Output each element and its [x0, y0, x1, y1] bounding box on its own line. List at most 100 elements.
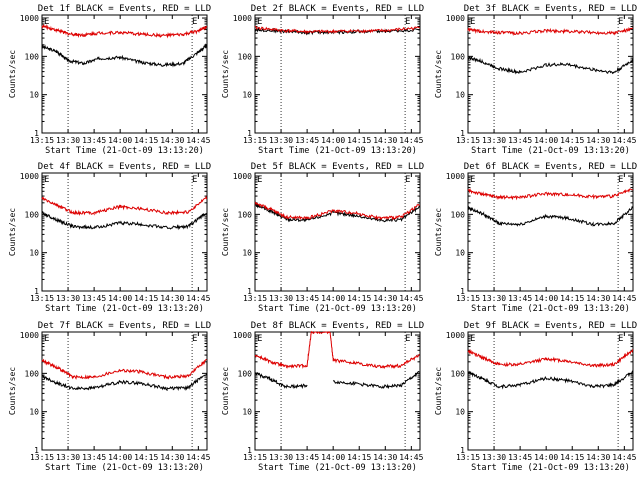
x-tick-label: 14:00	[321, 453, 345, 462]
series-lld-line	[41, 358, 207, 380]
x-tick-label: 14:30	[373, 294, 397, 303]
y-tick-label: 1000	[233, 172, 252, 181]
x-tick-label: 14:30	[586, 294, 610, 303]
y-tick-label: 1	[460, 129, 465, 138]
x-tick-label: 13:30	[482, 453, 506, 462]
y-tick-label: 1000	[446, 331, 465, 340]
plot-frame	[41, 172, 208, 292]
series-events-line	[467, 55, 634, 75]
y-tick-label: 1000	[233, 331, 252, 340]
event-marker-label: E	[405, 17, 410, 27]
y-axis-label: Counts/sec	[8, 50, 17, 98]
chart-title: Det 9f BLACK = Events, RED = LLD	[464, 321, 637, 331]
y-tick-label: 100	[451, 369, 466, 378]
x-tick-label: 14:30	[586, 136, 610, 145]
plot-frame	[467, 172, 634, 292]
plot-frame	[467, 14, 634, 134]
x-tick-label: 13:45	[508, 294, 532, 303]
x-tick-label: 14:45	[186, 453, 210, 462]
x-axis-label: Start Time (21-Oct-09 13:13:20)	[45, 463, 204, 473]
x-axis-label: Start Time (21-Oct-09 13:13:20)	[471, 146, 630, 156]
series-lld-line	[467, 187, 633, 201]
x-tick-label: 13:45	[295, 453, 319, 462]
event-marker-label: E	[405, 175, 410, 185]
plot-frame	[254, 14, 421, 134]
x-tick-label: 13:45	[295, 294, 319, 303]
x-tick-label: 13:15	[456, 294, 480, 303]
x-tick-label: 14:15	[560, 136, 584, 145]
x-tick-label: 14:15	[560, 294, 584, 303]
y-tick-label: 1	[34, 287, 39, 296]
x-tick-label: 14:15	[347, 294, 371, 303]
y-tick-label: 100	[238, 369, 253, 378]
y-tick-label: 10	[29, 91, 39, 100]
x-tick-label: 13:30	[482, 136, 506, 145]
x-tick-label: 14:15	[134, 453, 158, 462]
x-tick-label: 13:30	[482, 294, 506, 303]
x-tick-label: 14:00	[534, 136, 558, 145]
y-axis-label: Counts/sec	[434, 50, 443, 98]
x-tick-label: 13:15	[456, 453, 480, 462]
x-tick-label: 13:45	[82, 136, 106, 145]
y-axis-label: Counts/sec	[221, 367, 230, 415]
plot-frame	[41, 331, 208, 451]
x-axis-label: Start Time (21-Oct-09 13:13:20)	[471, 304, 630, 314]
event-marker-label: E	[257, 334, 262, 344]
series-lld-line	[41, 24, 208, 39]
x-tick-label: 14:00	[534, 294, 558, 303]
y-tick-label: 100	[25, 52, 40, 61]
x-tick-label: 13:15	[243, 136, 267, 145]
x-tick-label: 14:45	[612, 136, 636, 145]
x-tick-label: 14:30	[160, 294, 184, 303]
event-marker-label: E	[470, 17, 475, 27]
y-tick-label: 10	[242, 91, 252, 100]
x-tick-label: 14:45	[399, 136, 423, 145]
series-lld-line	[41, 195, 208, 217]
y-axis-label: Counts/sec	[221, 50, 230, 98]
x-tick-label: 13:15	[456, 136, 480, 145]
x-tick-label: 14:15	[347, 136, 371, 145]
x-tick-label: 14:15	[134, 294, 158, 303]
x-tick-label: 13:30	[56, 136, 80, 145]
y-tick-label: 1000	[20, 14, 39, 23]
x-tick-label: 14:45	[399, 294, 423, 303]
y-axis-label: Counts/sec	[434, 208, 443, 256]
series-lld-line	[467, 26, 634, 36]
x-axis-label: Start Time (21-Oct-09 13:13:20)	[45, 304, 204, 314]
x-tick-label: 14:15	[560, 453, 584, 462]
y-tick-label: 10	[29, 249, 39, 258]
y-tick-label: 1000	[446, 172, 465, 181]
series-events-line	[41, 43, 208, 68]
event-marker-label: E	[257, 17, 262, 27]
y-tick-label: 100	[238, 210, 253, 219]
chart-title: Det 8f BLACK = Events, RED = LLD	[251, 321, 424, 331]
series-lld-line	[254, 25, 420, 35]
series-events-line	[467, 205, 634, 227]
x-tick-label: 13:15	[30, 294, 54, 303]
series-events-line	[467, 370, 634, 390]
x-tick-label: 14:45	[186, 294, 210, 303]
y-tick-label: 1000	[20, 331, 39, 340]
series-events-line	[41, 210, 207, 231]
plot-frame	[41, 14, 208, 134]
event-marker-label: E	[44, 175, 49, 185]
x-axis-label: Start Time (21-Oct-09 13:13:20)	[45, 146, 204, 156]
chart-title: Det 5f BLACK = Events, RED = LLD	[251, 162, 424, 172]
event-marker-label: E	[44, 334, 49, 344]
x-tick-label: 13:15	[30, 136, 54, 145]
event-marker-label: E	[192, 175, 197, 185]
series-events-line	[332, 370, 420, 390]
y-tick-label: 10	[242, 249, 252, 258]
event-marker-label: E	[192, 17, 197, 27]
y-tick-label: 100	[238, 52, 253, 61]
event-marker-label: E	[192, 334, 197, 344]
x-tick-label: 14:00	[108, 294, 132, 303]
y-tick-label: 1	[460, 446, 465, 455]
x-tick-label: 14:45	[186, 136, 210, 145]
